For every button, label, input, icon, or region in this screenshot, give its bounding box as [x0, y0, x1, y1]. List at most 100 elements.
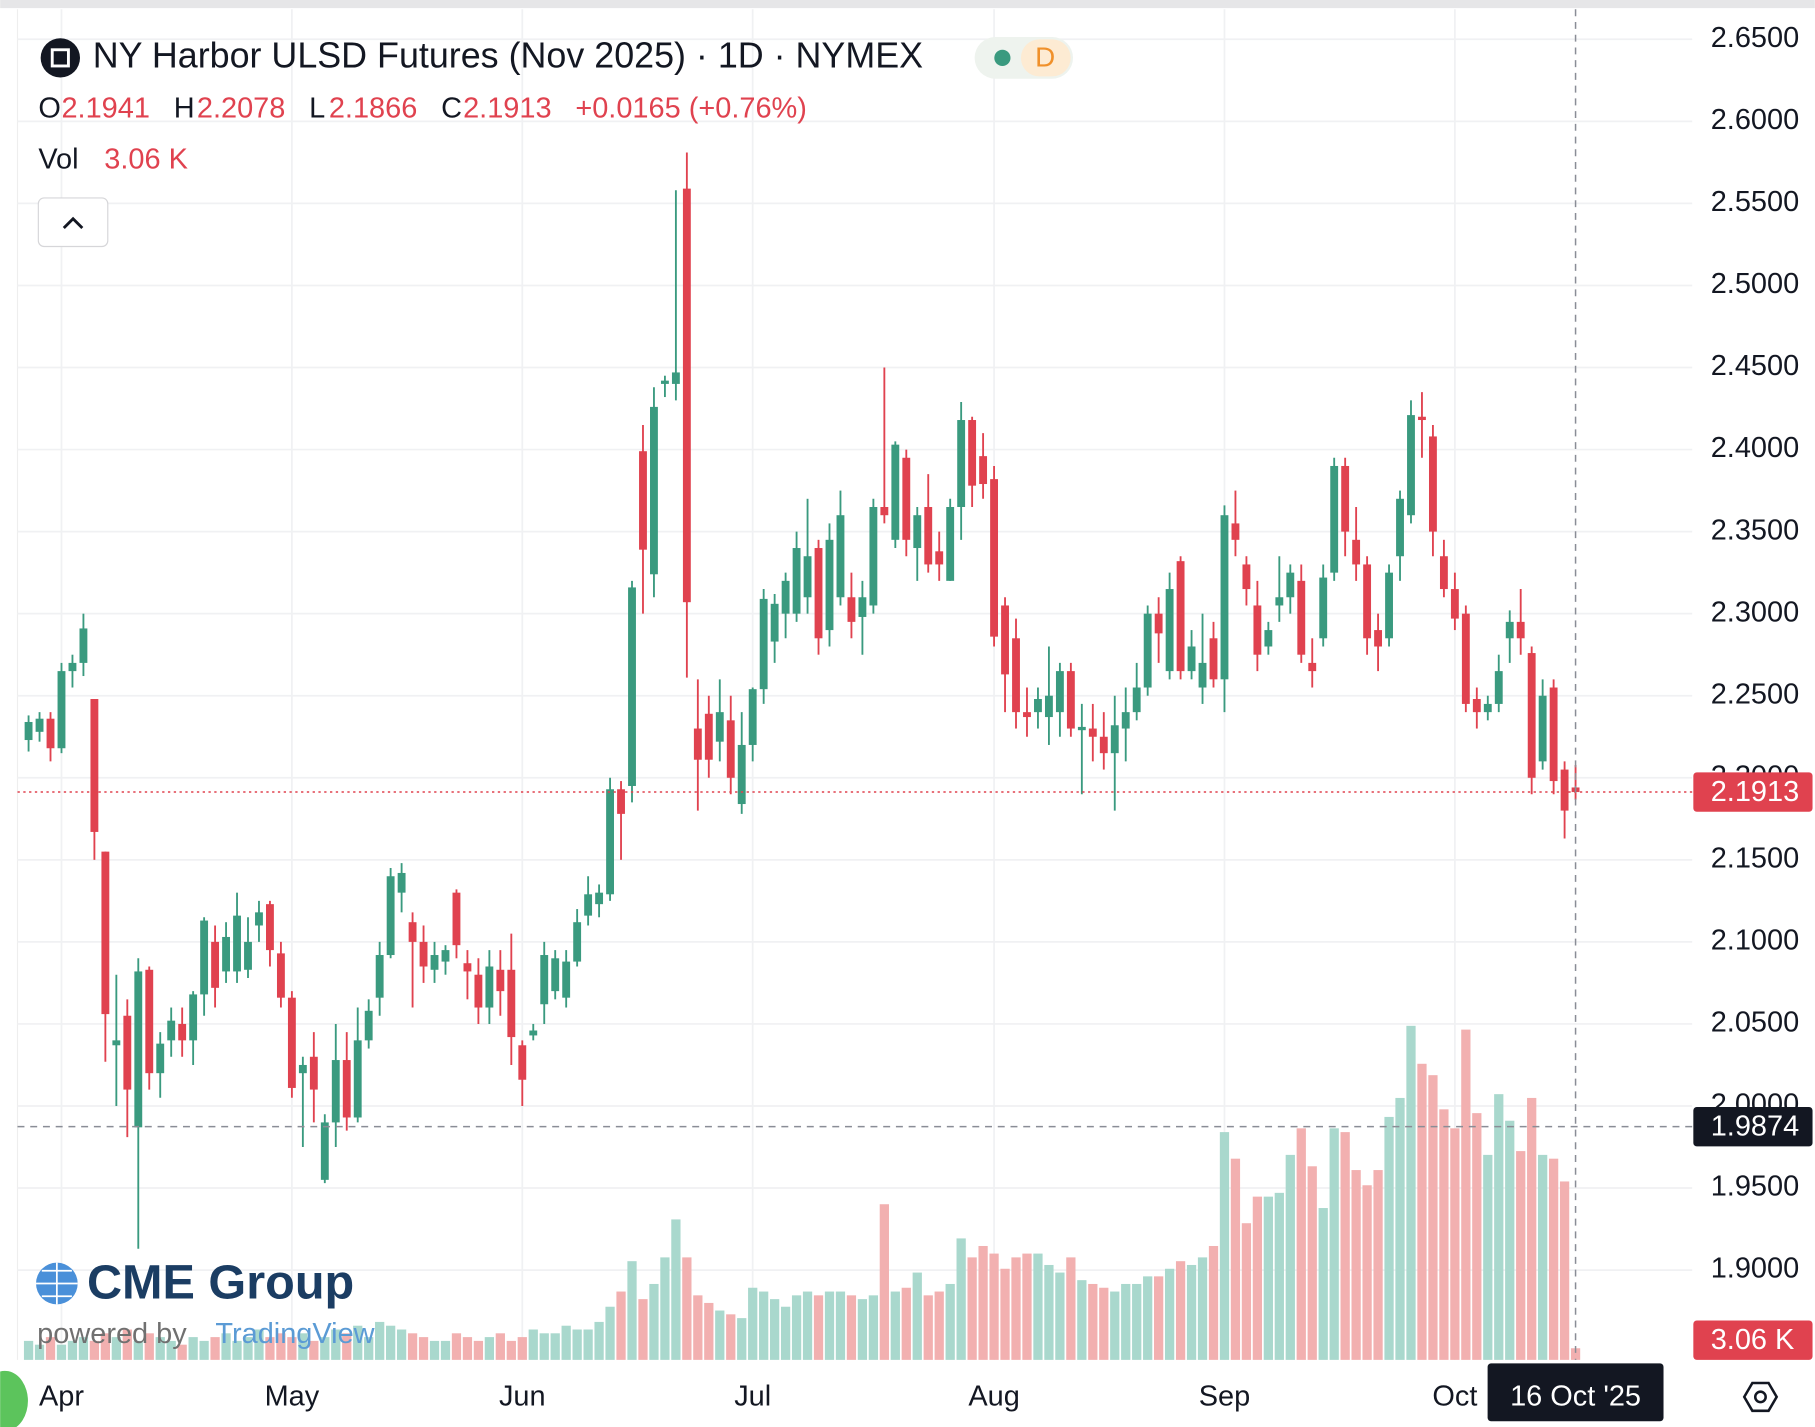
candle-body: [759, 598, 768, 690]
candle-body: [375, 955, 384, 998]
candle-body: [474, 974, 483, 1008]
volume-bar: [934, 1291, 944, 1360]
volume-bar: [857, 1299, 868, 1360]
candle-body: [518, 1045, 527, 1080]
volume-bar: [846, 1295, 857, 1360]
volume-bar: [726, 1314, 736, 1360]
volume-bar: [879, 1204, 889, 1360]
volume-bar: [813, 1295, 824, 1360]
candle-body: [233, 915, 241, 972]
candle-body: [1121, 712, 1130, 729]
volume-bar: [978, 1245, 988, 1360]
volume-bar: [627, 1261, 637, 1360]
candle-body: [1264, 630, 1273, 647]
candle-body: [1253, 605, 1262, 655]
volume-bar: [155, 1337, 165, 1360]
collapse-button[interactable]: [37, 197, 109, 248]
candle-body: [825, 539, 834, 631]
candle-body: [1505, 621, 1514, 639]
candle-body: [1549, 687, 1558, 782]
candle-body: [979, 456, 988, 485]
volume-bar: [1164, 1268, 1175, 1360]
grid: [17, 9, 1693, 1360]
volume-bar: [232, 1340, 242, 1360]
symbol-icon-mark: [50, 48, 70, 68]
crosshair-price-box: [1693, 1107, 1813, 1147]
candle-body: [222, 936, 230, 972]
candle-body: [880, 507, 889, 516]
y-tick-label: 2.3000: [1711, 596, 1799, 628]
candle-body: [1363, 564, 1372, 639]
logo: CME Group: [87, 1256, 354, 1310]
volume-bar: [320, 1337, 330, 1360]
volume-bar: [1307, 1166, 1317, 1360]
candle-body: [276, 953, 285, 998]
volume-bar: [1538, 1154, 1548, 1360]
open-label: O: [38, 93, 61, 125]
candle-body: [1066, 671, 1075, 729]
volume-bar: [1219, 1132, 1230, 1360]
volume-bar: [484, 1337, 495, 1360]
y-tick-label: 2.3500: [1711, 514, 1799, 546]
candle-body: [1012, 638, 1020, 713]
candle-body: [935, 551, 944, 565]
vol-label: Vol: [38, 144, 78, 176]
volume-bar: [715, 1310, 725, 1360]
candle-body: [463, 963, 472, 972]
candle-body: [1044, 695, 1053, 718]
volume-bar: [1088, 1283, 1098, 1360]
volume-bar: [1548, 1158, 1559, 1360]
volume-bar: [1044, 1264, 1054, 1360]
volume-bar: [111, 1337, 121, 1360]
x-tick-label: May: [265, 1381, 320, 1413]
volume-bar: [473, 1340, 484, 1360]
y-tick-label: 2.2500: [1711, 678, 1799, 710]
volume-bar: [594, 1321, 604, 1360]
candle-body: [57, 671, 66, 749]
volume-bar: [1055, 1272, 1065, 1360]
candle-body: [364, 1010, 373, 1041]
badge: D: [1035, 41, 1055, 72]
volume-bar: [122, 1329, 132, 1360]
y-tick-label: 2.4500: [1711, 350, 1799, 382]
volume-bar: [177, 1344, 187, 1360]
candle-body: [573, 922, 582, 962]
candle-body: [551, 958, 560, 992]
collapse-icon: [62, 216, 84, 230]
volume-bar: [34, 1344, 45, 1360]
volume-bar: [418, 1337, 429, 1360]
volume-bar: [1175, 1261, 1186, 1360]
volume-bar: [144, 1333, 154, 1360]
volume-bar: [780, 1306, 791, 1360]
volume-bar: [824, 1291, 835, 1360]
candle-body: [419, 941, 428, 967]
volume-bar: [967, 1257, 977, 1360]
settings-icon-center: [1753, 1390, 1767, 1404]
volume-bar: [1033, 1253, 1043, 1360]
volume-bar: [1274, 1192, 1284, 1360]
volume-bar: [704, 1302, 714, 1360]
volume-bar: [660, 1257, 670, 1360]
candle-body: [562, 961, 571, 998]
volume-bar: [770, 1299, 780, 1360]
candle-body: [1352, 539, 1361, 565]
volume-bar: [56, 1344, 67, 1360]
crosshair-price-label: 1.9874: [1711, 1110, 1799, 1142]
volume-bar: [23, 1340, 34, 1360]
candle-body: [682, 188, 691, 603]
settings-icon[interactable]: [1742, 1381, 1779, 1413]
volume-bar: [1132, 1283, 1142, 1360]
candle-body: [167, 1020, 176, 1041]
candle-body: [836, 515, 845, 598]
close-value: 2.1913: [463, 93, 551, 125]
top-bar: [0, 0, 1815, 9]
last-price-label: 2.1913: [1711, 776, 1799, 808]
close-label: C: [441, 93, 462, 125]
volume-bar: [539, 1333, 549, 1360]
volume-bar: [1318, 1208, 1328, 1360]
candle-body: [748, 689, 757, 745]
volume-bar: [638, 1299, 648, 1360]
candle-body: [397, 872, 406, 893]
corner-button[interactable]: [0, 1370, 28, 1427]
volume-bar: [1099, 1287, 1109, 1360]
